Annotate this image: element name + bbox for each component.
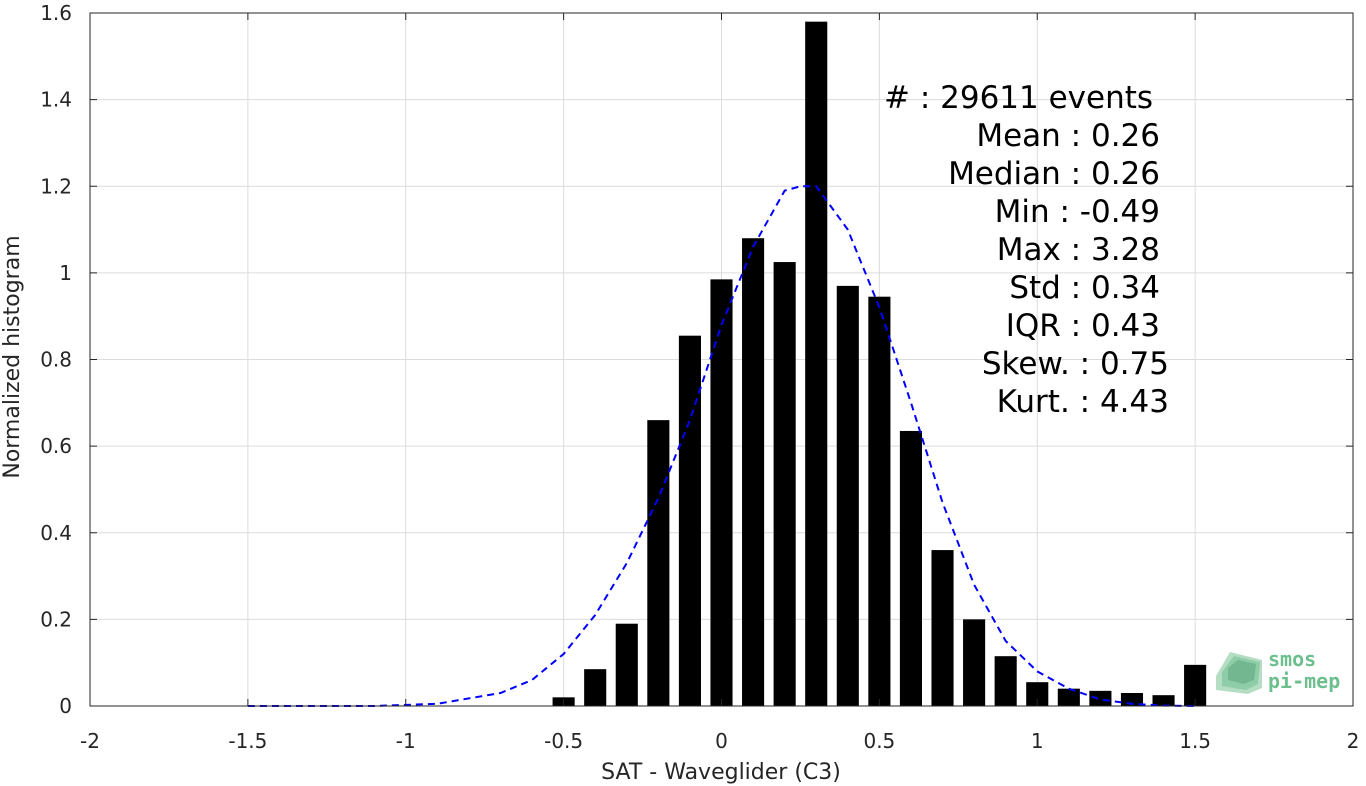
y-tick-label: 1: [59, 261, 72, 285]
logo-waves-icon: [1216, 652, 1262, 694]
histogram-bars: [552, 21, 1207, 707]
stat-events: # : 29611 events: [884, 80, 1153, 116]
x-axis-ticks: -2 -1.5 -1 -0.5 0 0.5 1 1.5 2: [80, 13, 1359, 753]
stat-min: Min : -0.49: [995, 194, 1160, 230]
x-tick-label: -1.5: [228, 729, 267, 753]
x-tick-label: 1.5: [1179, 729, 1211, 753]
x-tick-label: -1: [396, 729, 416, 753]
histogram-bar: [1120, 693, 1144, 706]
stat-skew: Skew. : 0.75: [982, 346, 1169, 382]
histogram-bar: [963, 619, 986, 706]
y-tick-label: 0.6: [40, 434, 72, 458]
histogram-bar: [994, 656, 1017, 706]
y-tick-label: 1.2: [40, 174, 72, 198]
logo-text-smos: smos: [1268, 647, 1316, 671]
histogram-bar: [836, 285, 859, 706]
histogram-bar: [931, 550, 954, 706]
histogram-bar: [742, 238, 765, 706]
logo-text-pimep: pi-mep: [1268, 669, 1340, 693]
histogram-bar: [805, 21, 828, 707]
y-tick-label: 0.8: [40, 348, 72, 372]
stat-iqr: IQR : 0.43: [1006, 308, 1160, 344]
histogram-bar: [868, 296, 891, 706]
histogram-bar: [1026, 682, 1049, 706]
histogram-bar: [678, 335, 701, 706]
y-tick-label: 0: [59, 694, 72, 718]
histogram-bar: [710, 279, 733, 706]
fit-curve-layer: [247, 185, 1196, 707]
histogram-bar: [773, 262, 796, 706]
stat-mean: Mean : 0.26: [976, 118, 1160, 154]
fit-curve: [247, 185, 1196, 707]
x-tick-label: 2: [1347, 729, 1360, 753]
y-tick-label: 1.4: [40, 88, 72, 112]
stat-median: Median : 0.26: [948, 156, 1160, 192]
x-tick-label: -0.5: [544, 729, 583, 753]
stat-std: Std : 0.34: [1009, 270, 1160, 306]
histogram-bar: [1184, 664, 1207, 706]
y-axis-label: Normalized histogram: [0, 235, 25, 478]
stat-kurt: Kurt. : 4.43: [997, 384, 1169, 420]
histogram-bar: [1089, 690, 1112, 706]
y-tick-label: 1.6: [40, 1, 72, 25]
y-axis-ticks: 0 0.2 0.4 0.6 0.8 1 1.2 1.4 1.6: [40, 1, 1353, 718]
stats-box: # : 29611 events Mean : 0.26 Median : 0.…: [884, 80, 1169, 420]
histogram-bar: [1152, 695, 1175, 706]
x-tick-label: 0.5: [863, 729, 895, 753]
smos-pi-mep-logo: smos pi-mep: [1216, 647, 1340, 694]
y-tick-label: 0.2: [40, 607, 72, 631]
stat-max: Max : 3.28: [997, 232, 1160, 268]
histogram-bar: [899, 430, 923, 706]
histogram-bar: [647, 420, 670, 706]
x-axis-label: SAT - Waveglider (C3): [601, 760, 841, 785]
x-tick-label: 1: [1031, 729, 1044, 753]
y-tick-label: 0.4: [40, 521, 72, 545]
x-tick-label: 0: [715, 729, 728, 753]
histogram-bar: [615, 623, 638, 706]
histogram-bar: [1057, 688, 1080, 706]
x-tick-label: -2: [80, 729, 100, 753]
histogram-bar: [584, 669, 607, 706]
